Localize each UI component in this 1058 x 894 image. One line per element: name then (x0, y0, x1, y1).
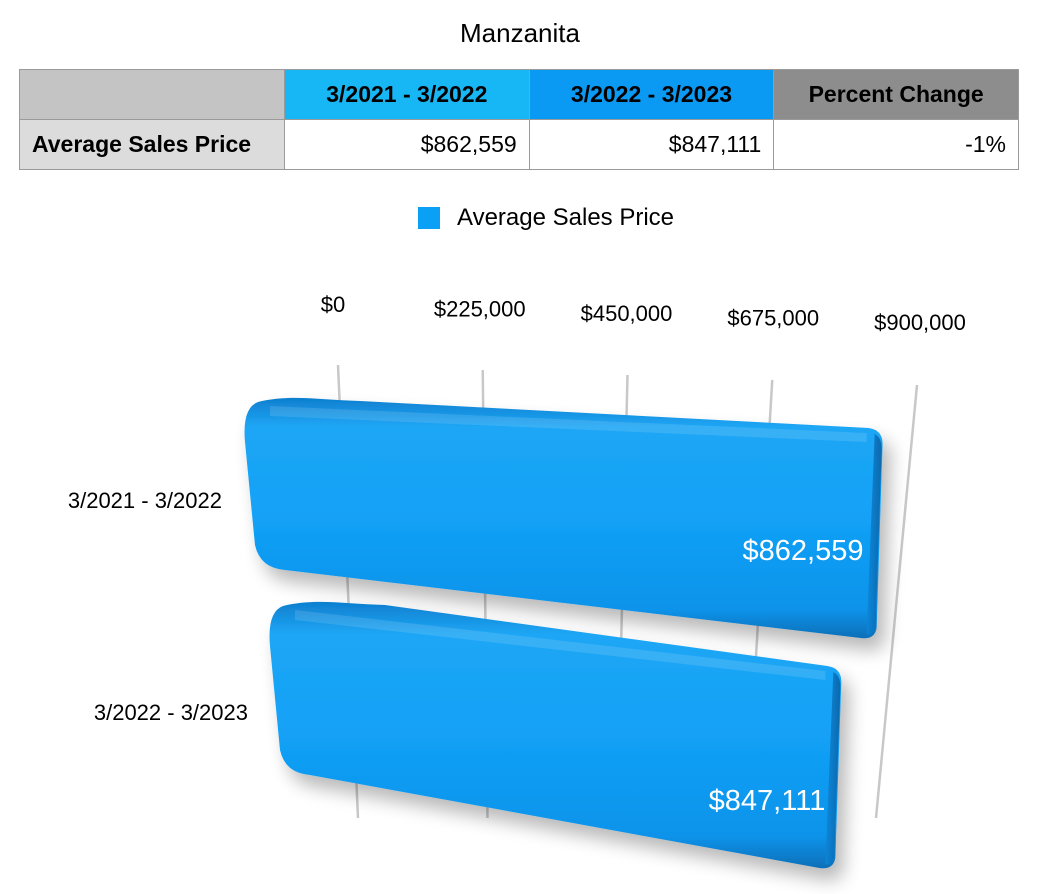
category-label: 3/2022 - 3/2023 (94, 700, 248, 725)
table-cell-period-1: $862,559 (284, 119, 530, 170)
table-cell-percent-change: -1% (773, 119, 1019, 170)
table-row-label: Average Sales Price (19, 119, 285, 170)
gridline (874, 384, 919, 819)
chart-title: Manzanita (460, 18, 580, 48)
x-tick-label: $900,000 (874, 310, 966, 335)
bar (269, 601, 842, 869)
bar-end-face (866, 434, 882, 635)
bar-sheen (295, 610, 826, 680)
table-header-row: 3/2021 - 3/2022 3/2022 - 3/2023 Percent … (19, 69, 1019, 120)
legend-swatch (418, 207, 440, 229)
x-tick-label: $675,000 (727, 306, 819, 331)
bar (244, 397, 883, 639)
data-label: $847,111 (709, 785, 826, 817)
x-tick-label: $0 (321, 292, 345, 317)
chart-legend: Average Sales Price (418, 204, 674, 232)
x-tick-label: $450,000 (581, 301, 673, 326)
category-label: 3/2021 - 3/2022 (68, 488, 222, 513)
bar-end-face (825, 672, 841, 865)
summary-table: 3/2021 - 3/2022 3/2022 - 3/2023 Percent … (19, 69, 1019, 170)
x-tick-label: $225,000 (434, 297, 526, 322)
bar-sheen (270, 406, 867, 442)
table-cell-period-2: $847,111 (528, 119, 775, 170)
table-row: Average Sales Price $862,559 $847,111 -1… (19, 119, 1019, 170)
legend-label: Average Sales Price (457, 204, 675, 231)
data-label: $862,559 (743, 535, 864, 567)
table-corner-cell (19, 69, 285, 120)
table-header-percent-change: Percent Change (773, 69, 1019, 120)
table-header-period-1: 3/2021 - 3/2022 (284, 69, 530, 120)
